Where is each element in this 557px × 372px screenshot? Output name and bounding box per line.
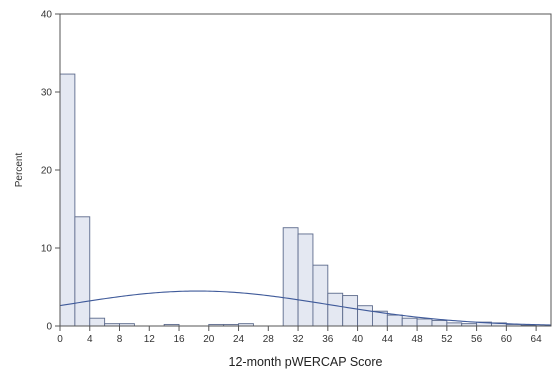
x-tick-label: 56 [471,334,483,345]
x-axis-title: 12-month pWERCAP Score [229,355,383,369]
y-tick-label: 10 [41,244,53,255]
y-tick-label: 0 [46,322,52,333]
histogram-bars [59,73,537,327]
x-tick-label: 4 [87,334,93,345]
normal-density-curve [59,290,552,326]
x-tick-label: 0 [57,334,63,345]
histogram-bar [401,317,418,327]
x-tick-label: 60 [501,334,513,345]
y-tick-label: 40 [41,10,53,21]
histogram-bar [297,233,314,327]
histogram-bar [342,295,359,327]
histogram-bar [74,216,91,327]
x-tick-label: 40 [352,334,364,345]
x-tick-label: 52 [441,334,453,345]
x-axis-ticks: 0 4 8 12 16 20 24 28 32 36 40 44 48 52 56 60 64 [57,326,542,345]
x-tick-label: 28 [263,334,275,345]
x-tick-label: 64 [531,334,543,345]
x-tick-label: 12 [144,334,156,345]
x-tick-label: 44 [382,334,394,345]
histogram-bar [89,317,106,327]
y-axis-ticks: 0 10 20 30 40 [41,10,60,333]
histogram-bar [416,318,433,327]
histogram-bar [357,305,373,327]
x-tick-label: 32 [292,334,304,345]
histogram-bar [282,227,299,327]
histogram-bar [312,264,329,327]
y-tick-label: 20 [41,166,53,177]
x-tick-label: 36 [322,334,334,345]
y-axis-title: Percent [14,153,25,188]
histogram-bar [327,292,344,327]
x-tick-label: 8 [117,334,123,345]
y-tick-label: 30 [41,88,53,99]
histogram-bar [431,320,448,327]
x-tick-label: 24 [233,334,245,345]
histogram-bar [386,314,403,327]
x-tick-label: 16 [173,334,185,345]
histogram-bar [59,73,76,327]
x-tick-label: 48 [412,334,424,345]
x-tick-label: 20 [203,334,215,345]
